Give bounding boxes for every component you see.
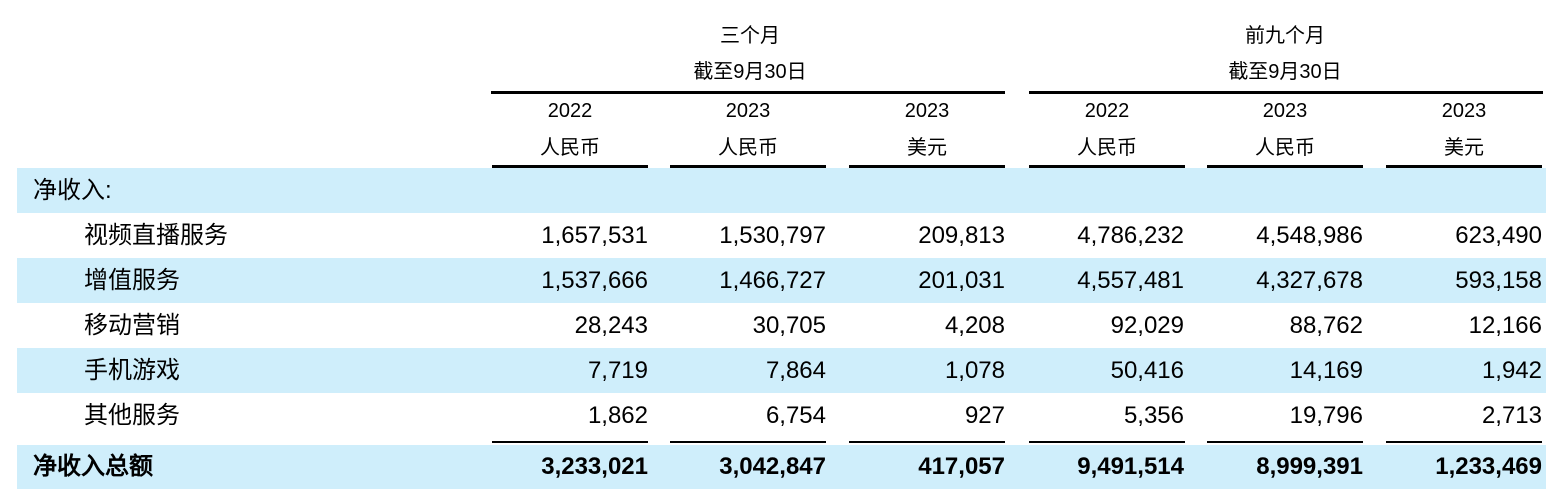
row-band [17, 258, 1546, 303]
total-cell: 3,233,021 [541, 453, 648, 480]
group-header-nine-months: 前九个月 [1245, 25, 1325, 47]
col-rule [1386, 165, 1542, 168]
table-cell: 28,243 [574, 312, 648, 339]
total-rule [849, 441, 1005, 443]
table-cell: 1,862 [587, 402, 648, 429]
col-header-currency: 美元 [1444, 137, 1484, 159]
table-cell: 5,356 [1123, 402, 1184, 429]
table-cell: 1,537,666 [541, 267, 648, 294]
table-cell: 927 [964, 402, 1005, 429]
col-rule [670, 165, 826, 168]
row-label: 增值服务 [84, 267, 180, 294]
col-rule [849, 165, 1005, 168]
table-cell: 19,796 [1289, 402, 1363, 429]
table-cell: 4,208 [944, 312, 1005, 339]
col-rule [1029, 165, 1185, 168]
row-band [17, 348, 1546, 393]
col-header-currency: 人民币 [1255, 137, 1315, 159]
total-cell: 3,042,847 [719, 453, 826, 480]
col-header-currency: 美元 [907, 137, 947, 159]
table-cell: 7,864 [765, 357, 826, 384]
table-cell: 1,942 [1481, 357, 1542, 384]
col-header-year: 2023 [904, 100, 950, 122]
total-label: 净收入总额 [33, 453, 153, 480]
table-cell: 2,713 [1481, 402, 1542, 429]
table-cell: 4,548,986 [1256, 222, 1363, 249]
total-cell: 1,233,469 [1435, 453, 1542, 480]
table-cell: 201,031 [918, 267, 1005, 294]
table-cell: 1,657,531 [541, 222, 648, 249]
table-cell: 92,029 [1110, 312, 1184, 339]
col-header-year: 2023 [1262, 100, 1308, 122]
group-header-three-months: 三个月 [720, 25, 780, 47]
table-cell: 14,169 [1289, 357, 1363, 384]
table-cell: 7,719 [587, 357, 648, 384]
col-rule [1207, 165, 1363, 168]
section-label: 净收入: [33, 177, 112, 204]
total-rule [1386, 441, 1542, 443]
col-header-year: 2022 [1084, 100, 1130, 122]
total-cell: 417,057 [918, 453, 1005, 480]
table-cell: 4,327,678 [1256, 267, 1363, 294]
table-cell: 4,557,481 [1077, 267, 1184, 294]
col-header-year: 2022 [547, 100, 593, 122]
total-rule [1029, 441, 1185, 443]
table-cell: 88,762 [1289, 312, 1363, 339]
table-cell: 4,786,232 [1077, 222, 1184, 249]
table-cell: 623,490 [1455, 222, 1542, 249]
row-band [17, 168, 1546, 213]
total-rule [492, 441, 648, 443]
row-label: 其他服务 [84, 402, 180, 429]
table-cell: 12,166 [1468, 312, 1542, 339]
total-cell: 9,491,514 [1077, 453, 1184, 480]
col-header-year: 2023 [725, 100, 771, 122]
row-label: 视频直播服务 [84, 222, 228, 249]
group-header-nine-months-date: 截至9月30日 [1228, 61, 1342, 83]
table-cell: 1,078 [944, 357, 1005, 384]
table-cell: 30,705 [752, 312, 826, 339]
total-rule [670, 441, 826, 443]
table-cell: 593,158 [1455, 267, 1542, 294]
table-cell: 50,416 [1110, 357, 1184, 384]
table-cell: 209,813 [918, 222, 1005, 249]
group-header-three-months-date: 截至9月30日 [693, 61, 807, 83]
col-header-currency: 人民币 [540, 137, 600, 159]
row-band [17, 445, 1546, 489]
col-rule [492, 165, 648, 168]
row-label: 手机游戏 [84, 357, 180, 384]
group-rule-nine-months [1029, 91, 1543, 94]
col-header-currency: 人民币 [1077, 137, 1137, 159]
group-rule-three-months [491, 91, 1005, 94]
row-label: 移动营销 [84, 312, 180, 339]
col-header-year: 2023 [1441, 100, 1487, 122]
col-header-currency: 人民币 [718, 137, 778, 159]
table-cell: 6,754 [765, 402, 826, 429]
table-cell: 1,466,727 [719, 267, 826, 294]
total-cell: 8,999,391 [1256, 453, 1363, 480]
total-rule [1207, 441, 1363, 443]
table-cell: 1,530,797 [719, 222, 826, 249]
